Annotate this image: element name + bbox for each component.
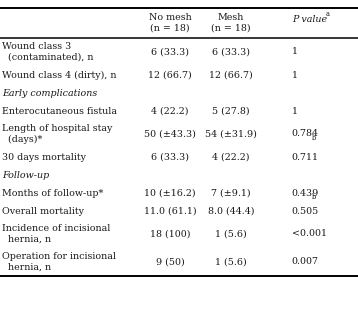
- Text: 6 (33.3): 6 (33.3): [212, 48, 250, 56]
- Text: 9 (50): 9 (50): [156, 257, 184, 267]
- Text: Enterocutaneous fistula: Enterocutaneous fistula: [2, 107, 117, 115]
- Text: 1: 1: [292, 107, 298, 115]
- Text: 12 (66.7): 12 (66.7): [148, 70, 192, 80]
- Text: 12 (66.7): 12 (66.7): [209, 70, 253, 80]
- Text: Early complications: Early complications: [2, 88, 97, 98]
- Text: 7 (±9.1): 7 (±9.1): [211, 189, 251, 197]
- Text: 10 (±16.2): 10 (±16.2): [144, 189, 196, 197]
- Text: a: a: [326, 10, 330, 18]
- Text: 6 (33.3): 6 (33.3): [151, 152, 189, 161]
- Text: 5 (27.8): 5 (27.8): [212, 107, 250, 115]
- Text: 0.505: 0.505: [292, 206, 319, 216]
- Text: <0.001: <0.001: [292, 230, 327, 238]
- Text: Operation for incisional
  hernia, n: Operation for incisional hernia, n: [2, 252, 116, 272]
- Text: 0.439: 0.439: [292, 189, 319, 197]
- Text: 1 (5.6): 1 (5.6): [215, 257, 247, 267]
- Text: Follow-up: Follow-up: [2, 171, 49, 179]
- Text: b: b: [312, 134, 316, 142]
- Text: 1 (5.6): 1 (5.6): [215, 230, 247, 238]
- Text: 0.007: 0.007: [292, 257, 319, 267]
- Text: 0.711: 0.711: [292, 152, 319, 161]
- Text: 1: 1: [292, 70, 298, 80]
- Text: Length of hospital stay
  (days)*: Length of hospital stay (days)*: [2, 124, 112, 144]
- Text: Months of follow-up*: Months of follow-up*: [2, 189, 103, 197]
- Text: 6 (33.3): 6 (33.3): [151, 48, 189, 56]
- Text: Mesh
(n = 18): Mesh (n = 18): [211, 13, 251, 33]
- Text: Incidence of incisional
  hernia, n: Incidence of incisional hernia, n: [2, 224, 110, 244]
- Text: No mesh
(n = 18): No mesh (n = 18): [149, 13, 192, 33]
- Text: 8.0 (44.4): 8.0 (44.4): [208, 206, 254, 216]
- Text: 4 (22.2): 4 (22.2): [212, 152, 250, 161]
- Text: 0.784: 0.784: [292, 130, 319, 139]
- Text: Wound class 3
  (contaminated), n: Wound class 3 (contaminated), n: [2, 42, 93, 62]
- Text: 30 days mortality: 30 days mortality: [2, 152, 86, 161]
- Text: 1: 1: [292, 48, 298, 56]
- Text: P value: P value: [292, 16, 327, 24]
- Text: b: b: [312, 193, 316, 201]
- Text: Wound class 4 (dirty), n: Wound class 4 (dirty), n: [2, 70, 116, 80]
- Text: 54 (±31.9): 54 (±31.9): [205, 130, 257, 139]
- Text: 18 (100): 18 (100): [150, 230, 190, 238]
- Text: 11.0 (61.1): 11.0 (61.1): [144, 206, 196, 216]
- Text: 50 (±43.3): 50 (±43.3): [144, 130, 196, 139]
- Text: Overall mortality: Overall mortality: [2, 206, 84, 216]
- Text: 4 (22.2): 4 (22.2): [151, 107, 189, 115]
